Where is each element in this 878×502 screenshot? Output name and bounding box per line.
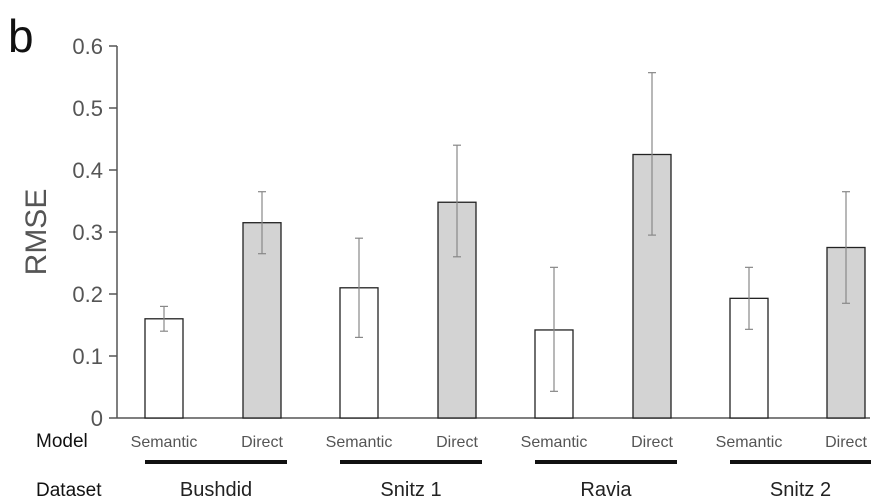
y-tick-label: 0 bbox=[91, 406, 103, 431]
model-label: Direct bbox=[825, 434, 867, 451]
dataset-row-label: Dataset bbox=[36, 480, 102, 501]
dataset-label: Snitz 1 bbox=[380, 479, 441, 501]
x-labels: Semantic Direct Bushdid Semantic Direct Snitz… bbox=[131, 434, 871, 501]
model-label: Semantic bbox=[521, 434, 588, 451]
y-tick-label: 0.2 bbox=[72, 282, 103, 307]
model-label: Semantic bbox=[131, 434, 198, 451]
panel-label: b bbox=[8, 10, 34, 62]
y-axis-label: RMSE bbox=[20, 189, 53, 276]
y-tick-label: 0.4 bbox=[72, 158, 103, 183]
model-label: Direct bbox=[241, 434, 283, 451]
y-tick-label: 0.1 bbox=[72, 344, 103, 369]
dataset-label: Ravia bbox=[580, 479, 632, 501]
dataset-label: Snitz 2 bbox=[770, 479, 831, 501]
y-tick-label: 0.6 bbox=[72, 34, 103, 59]
model-label: Direct bbox=[631, 434, 673, 451]
bar-direct bbox=[242, 222, 282, 419]
bars bbox=[144, 72, 866, 419]
model-label: Direct bbox=[436, 434, 478, 451]
y-tick-label: 0.5 bbox=[72, 96, 103, 121]
model-label: Semantic bbox=[326, 434, 393, 451]
dataset-label: Bushdid bbox=[180, 479, 252, 501]
model-row-label: Model bbox=[36, 431, 88, 452]
y-tick-label: 0.3 bbox=[72, 220, 103, 245]
bar-semantic bbox=[144, 318, 184, 419]
model-label: Semantic bbox=[716, 434, 783, 451]
